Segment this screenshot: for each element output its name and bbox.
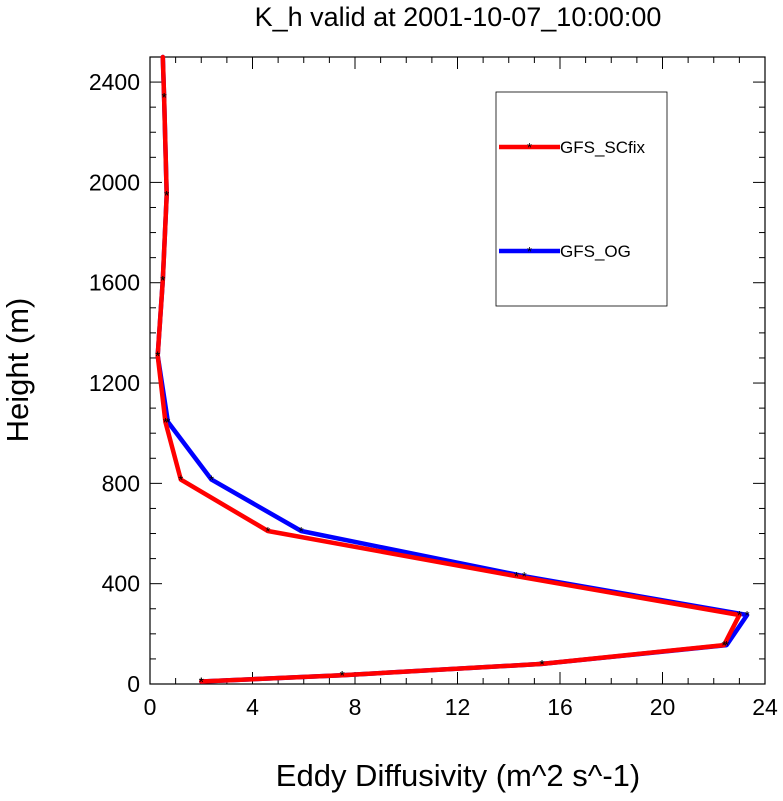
x-tick-label: 16 xyxy=(547,694,573,720)
data-point-gfs-og: * xyxy=(165,415,170,430)
data-point-gfs-scfix: * xyxy=(155,348,160,363)
plot-frame xyxy=(149,56,766,685)
data-point-gfs-og: * xyxy=(340,668,345,683)
legend-label-gfs-og: GFS_OG xyxy=(560,242,631,261)
x-tick-label: 8 xyxy=(349,694,362,720)
data-point-gfs-og: * xyxy=(522,569,527,584)
x-axis-ticks: 0 4 8 12 16 20 24 xyxy=(144,57,778,720)
data-point-gfs-og: * xyxy=(155,348,160,363)
chart-title: K_h valid at 2001-10-07_10:00:00 xyxy=(255,2,662,32)
data-point-gfs-scfix: * xyxy=(540,657,545,672)
data-point-gfs-scfix: * xyxy=(265,524,270,539)
data-point-gfs-scfix: * xyxy=(514,569,519,584)
x-tick-label: 24 xyxy=(752,694,778,720)
y-tick-label: 1200 xyxy=(89,370,140,396)
legend: * GFS_SCfix * GFS_OG xyxy=(495,91,668,307)
data-point-gfs-scfix: * xyxy=(721,638,726,653)
data-point-gfs-og: * xyxy=(164,188,169,203)
data-point-gfs-scfix: * xyxy=(199,674,204,689)
y-tick-label: 2000 xyxy=(89,169,140,195)
data-point-gfs-og: * xyxy=(724,638,729,653)
y-axis-ticks: 0 400 800 1200 1600 2000 2400 xyxy=(89,56,765,697)
x-axis-label: Eddy Diffusivity (m^2 s^-1) xyxy=(276,758,640,793)
data-point-gfs-scfix: * xyxy=(178,473,183,488)
y-tick-label: 800 xyxy=(102,470,140,496)
series-line-gfs-og xyxy=(155,54,750,684)
data-point-gfs-scfix: * xyxy=(162,90,167,105)
data-point-gfs-og: * xyxy=(745,608,750,623)
data-point-gfs-scfix: * xyxy=(737,608,742,623)
y-tick-label: 0 xyxy=(127,671,140,697)
data-point-gfs-og: * xyxy=(160,273,165,288)
x-tick-label: 12 xyxy=(445,694,471,720)
series-line-gfs-scfix xyxy=(155,54,742,684)
y-tick-label: 400 xyxy=(102,571,140,597)
legend-marker-gfs-og: * xyxy=(527,244,532,259)
data-point-gfs-scfix: * xyxy=(340,668,345,683)
legend-marker-gfs-scfix: * xyxy=(527,140,532,155)
data-point-gfs-scfix: * xyxy=(163,415,168,430)
x-tick-label: 0 xyxy=(144,694,157,720)
data-point-gfs-og: * xyxy=(209,473,214,488)
data-point-gfs-scfix: * xyxy=(160,273,165,288)
x-tick-label: 4 xyxy=(246,694,259,720)
data-point-gfs-og: * xyxy=(299,524,304,539)
data-point-gfs-og: * xyxy=(199,674,204,689)
legend-label-gfs-scfix: GFS_SCfix xyxy=(560,138,646,157)
data-point-gfs-og: * xyxy=(162,90,167,105)
y-axis-label: Height (m) xyxy=(0,298,35,443)
y-tick-label: 1600 xyxy=(89,270,140,296)
legend-box xyxy=(495,91,668,307)
y-tick-label: 2400 xyxy=(89,69,140,95)
x-tick-label: 20 xyxy=(650,694,676,720)
data-point-gfs-scfix: * xyxy=(164,188,169,203)
series-layer: * ************* ************ xyxy=(155,54,750,689)
data-point-gfs-og: * xyxy=(540,657,545,672)
